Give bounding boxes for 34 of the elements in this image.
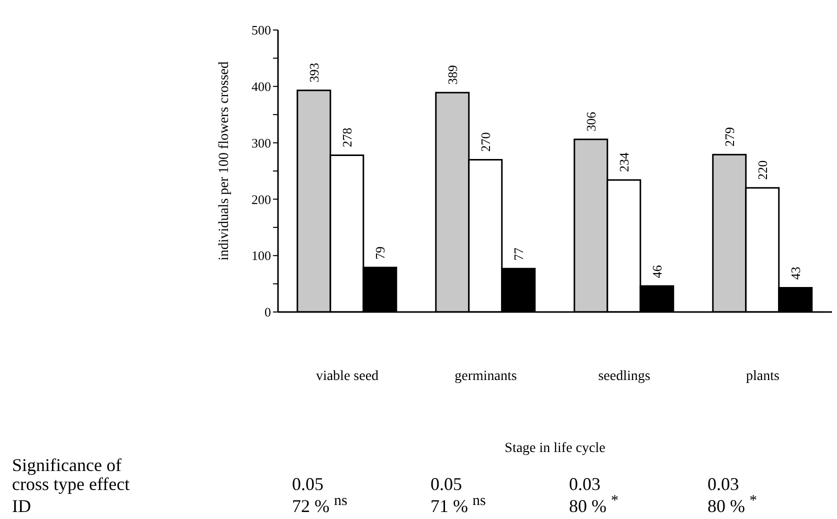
data-label: 220 <box>754 160 770 180</box>
data-label: 270 <box>478 132 493 152</box>
data-label: 79 <box>372 246 388 260</box>
x-tick-label: germinants <box>454 368 517 384</box>
y-tick-label: 200 <box>252 192 271 207</box>
text: 80 % $^{*}$ <box>569 493 618 516</box>
x-tick-label: plants <box>746 368 780 384</box>
x-tick-label: seedlings <box>598 368 650 384</box>
y-tick-label: 100 <box>252 248 271 264</box>
text: 0.05 <box>430 474 462 494</box>
text: Significance of cross type effect <box>12 455 131 494</box>
text: 80 % $^{*}$ <box>708 493 757 516</box>
y-axis-title: individuals per 100 flowers crossed <box>217 61 232 261</box>
data-label: 46 <box>649 264 664 278</box>
data-label: 389 <box>444 65 460 85</box>
data-label: 43 <box>788 266 803 280</box>
x-tick-label: viable seed <box>316 368 379 384</box>
data-label: 306 <box>583 111 598 132</box>
data-label: 234 <box>616 152 632 172</box>
data-label: 393 <box>306 62 322 82</box>
text: 71 % $^{ns}$ <box>430 493 486 516</box>
text: 0.03 <box>569 474 600 494</box>
data-label: 77 <box>510 247 526 261</box>
data-label: 278 <box>339 128 354 148</box>
x-axis-title: Stage in life cycle <box>504 441 606 456</box>
y-tick-label: 300 <box>252 135 271 150</box>
text: ID <box>12 496 32 516</box>
text: 72 % $^{ns}$ <box>292 493 348 516</box>
text: 0.05 <box>292 474 324 494</box>
y-tick-label: 500 <box>252 22 271 38</box>
y-tick-label: 0 <box>264 304 271 320</box>
data-label: 279 <box>722 127 737 147</box>
y-tick-label: 400 <box>252 79 271 94</box>
text: 0.03 <box>708 474 739 494</box>
